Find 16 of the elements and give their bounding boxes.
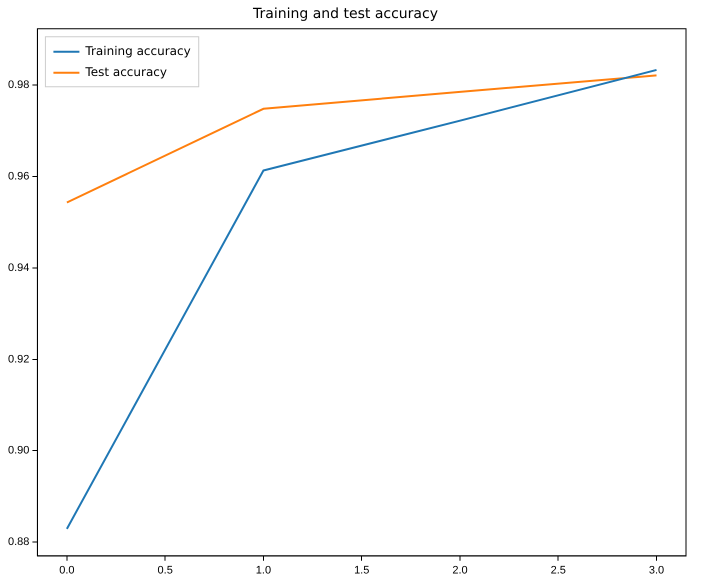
y-tick-label: 0.88 — [8, 536, 30, 548]
x-tick-label: 1.0 — [256, 564, 272, 576]
x-tick-label: 3.0 — [648, 564, 664, 576]
y-tick-label: 0.92 — [8, 353, 30, 366]
y-tick-label: 0.90 — [8, 444, 30, 457]
x-tick-label: 0.5 — [158, 564, 173, 576]
legend-label: Training accuracy — [84, 44, 191, 58]
y-tick-label: 0.94 — [8, 262, 30, 274]
y-tick-label: 0.96 — [8, 170, 30, 182]
chart-title: Training and test accuracy — [252, 6, 438, 22]
x-tick-label: 2.5 — [550, 564, 566, 576]
x-tick-label: 2.0 — [452, 564, 468, 576]
x-tick-label: 1.5 — [354, 564, 370, 576]
legend-label: Test accuracy — [84, 64, 168, 79]
x-tick-label: 0.0 — [59, 564, 75, 576]
y-tick-label: 0.98 — [8, 79, 30, 92]
